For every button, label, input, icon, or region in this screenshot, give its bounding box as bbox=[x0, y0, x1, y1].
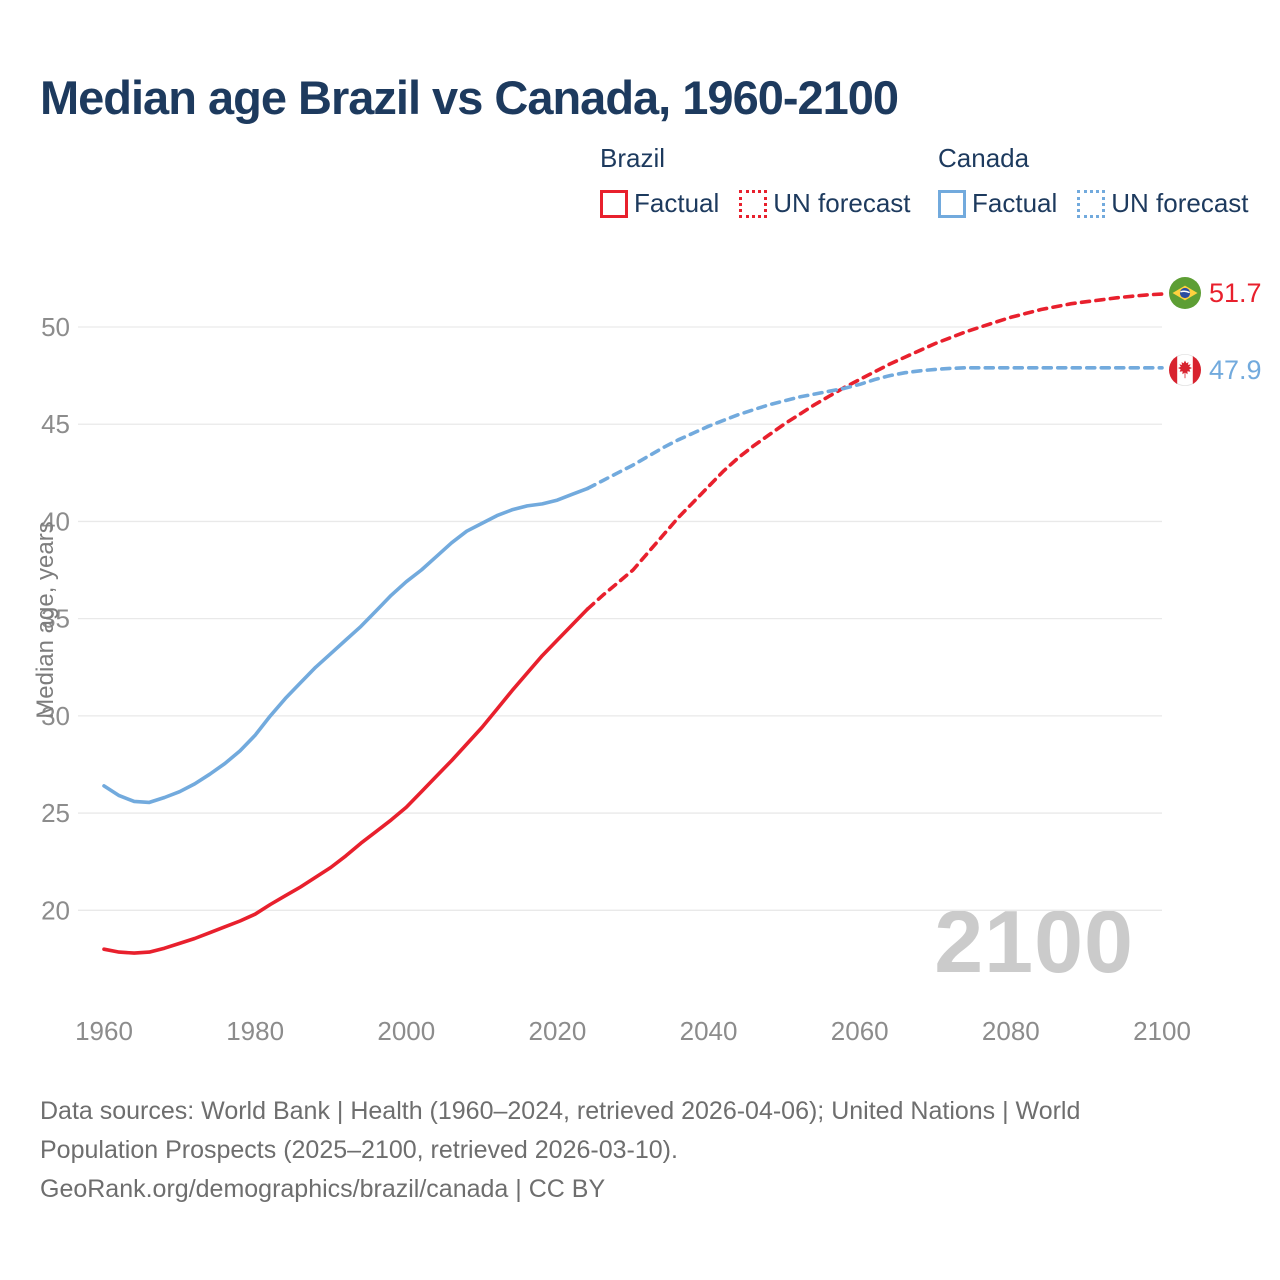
x-tick-label: 2000 bbox=[377, 1016, 435, 1046]
legend-group-title: Canada bbox=[938, 143, 1030, 173]
legend-group-canada: Canada Factual UN forecast bbox=[938, 143, 1249, 219]
y-tick-label: 20 bbox=[41, 895, 70, 925]
series-line-brazil-factual bbox=[102, 607, 590, 955]
y-tick-label: 50 bbox=[41, 312, 70, 342]
legend-item-label: UN forecast bbox=[1111, 188, 1249, 218]
solid-swatch-icon bbox=[600, 189, 628, 218]
legend-items: Factual UN forecast bbox=[938, 188, 1249, 219]
y-tick-label: 45 bbox=[41, 409, 70, 439]
brazil-flag-icon bbox=[1168, 276, 1202, 310]
legend-items: Factual UN forecast bbox=[600, 188, 911, 219]
x-tick-label: 2040 bbox=[680, 1016, 738, 1046]
source-line: GeoRank.org/demographics/brazil/canada |… bbox=[40, 1175, 606, 1203]
data-sources: Data sources: World Bank | Health (1960–… bbox=[40, 1092, 1080, 1209]
legend-item-canada-forecast[interactable]: UN forecast bbox=[1077, 188, 1249, 219]
x-tick-label: 2060 bbox=[831, 1016, 889, 1046]
end-value-brazil: 51.7 bbox=[1209, 277, 1262, 308]
page-title: Median age Brazil vs Canada, 1960-2100 bbox=[40, 71, 899, 124]
y-tick-label: 25 bbox=[41, 798, 70, 828]
end-label-brazil: 51.7 bbox=[1168, 276, 1262, 310]
source-line: Data sources: World Bank | Health (1960–… bbox=[40, 1097, 1081, 1125]
end-value-canada: 47.9 bbox=[1209, 354, 1262, 385]
x-tick-label: 2080 bbox=[982, 1016, 1040, 1046]
source-line: Population Prospects (2025–2100, retriev… bbox=[40, 1136, 678, 1164]
x-tick-label: 1960 bbox=[75, 1016, 133, 1046]
series-line-canada-factual bbox=[102, 486, 590, 805]
canada-flag-icon bbox=[1168, 353, 1202, 387]
legend-item-label: Factual bbox=[972, 188, 1058, 218]
x-tick-label: 2100 bbox=[1133, 1016, 1191, 1046]
legend-item-label: UN forecast bbox=[773, 188, 911, 218]
series-line-canada-un-forecast bbox=[585, 365, 1164, 491]
legend-group-brazil: Brazil Factual UN forecast bbox=[600, 143, 911, 219]
legend-item-brazil-forecast[interactable]: UN forecast bbox=[739, 188, 911, 219]
x-tick-label: 2020 bbox=[529, 1016, 587, 1046]
end-label-canada: 47.9 bbox=[1168, 353, 1262, 387]
legend-item-label: Factual bbox=[634, 188, 720, 218]
legend-group-title: Brazil bbox=[600, 143, 666, 173]
x-tick-label: 1980 bbox=[226, 1016, 284, 1046]
solid-swatch-icon bbox=[938, 189, 966, 218]
y-axis-title: Median age, years bbox=[32, 521, 59, 719]
legend-item-canada-factual[interactable]: Factual bbox=[938, 188, 1057, 219]
year-watermark: 2100 bbox=[934, 892, 1134, 991]
legend-item-brazil-factual[interactable]: Factual bbox=[600, 188, 719, 219]
dotted-swatch-icon bbox=[739, 189, 768, 218]
series-line-brazil-un-forecast bbox=[585, 292, 1164, 611]
dotted-swatch-icon bbox=[1077, 189, 1106, 218]
